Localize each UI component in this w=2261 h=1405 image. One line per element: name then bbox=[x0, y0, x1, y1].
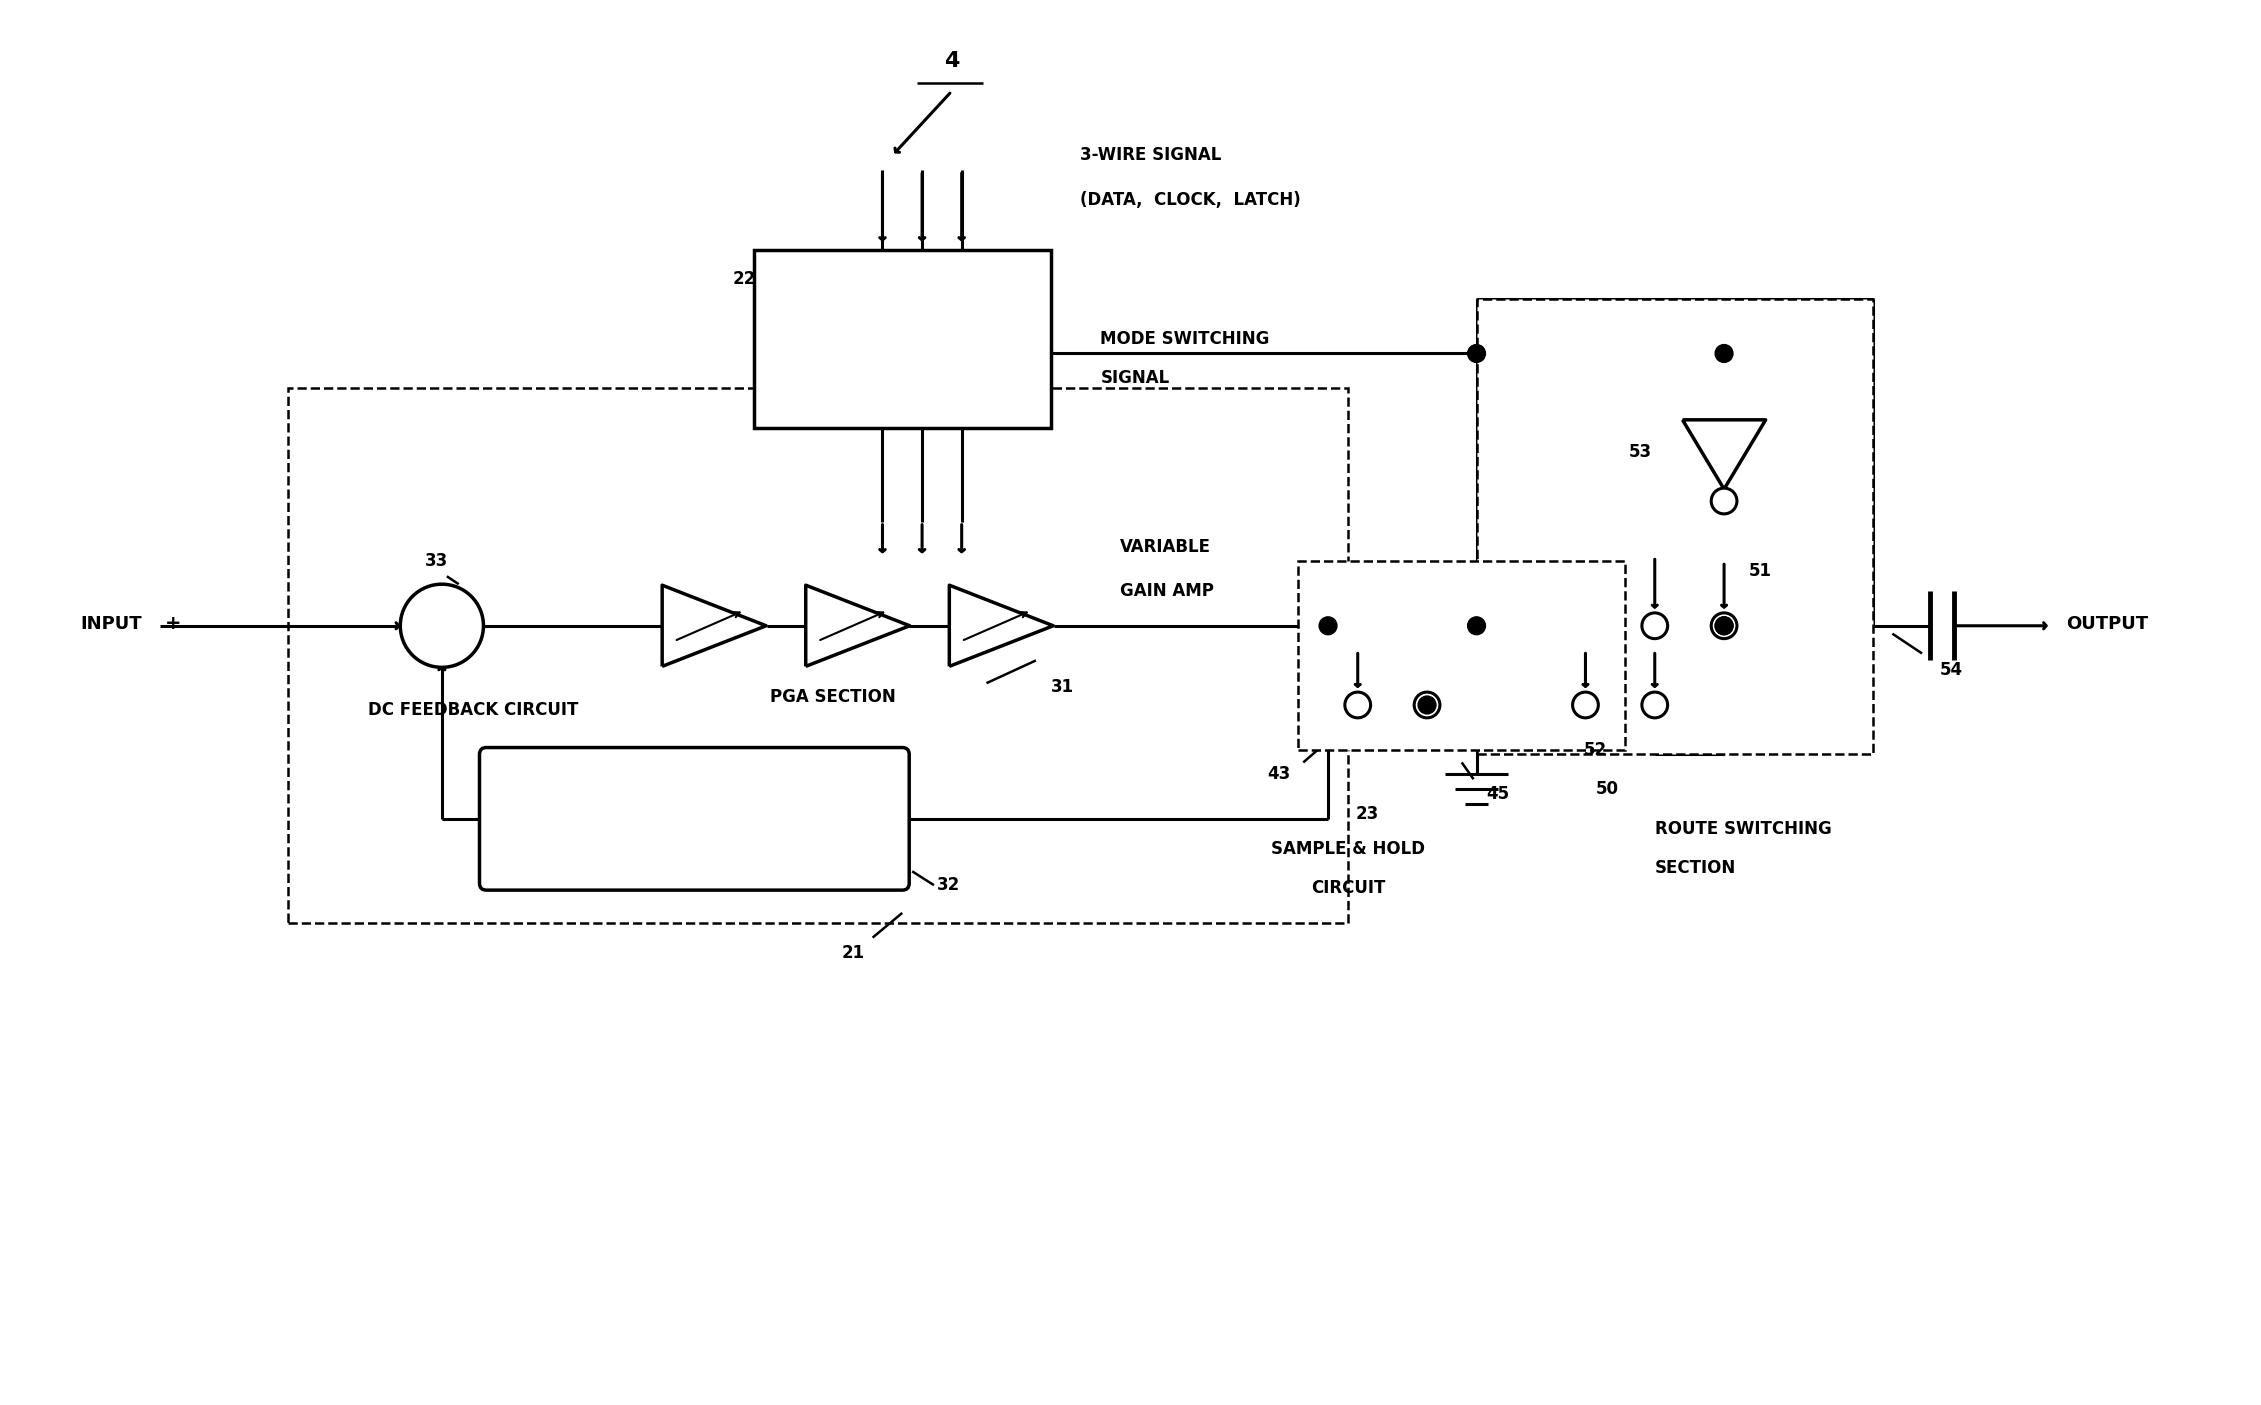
Text: 22: 22 bbox=[733, 270, 755, 288]
Text: CIRCUIT: CIRCUIT bbox=[1311, 880, 1386, 898]
Circle shape bbox=[1716, 617, 1732, 635]
Circle shape bbox=[1418, 695, 1436, 714]
Circle shape bbox=[1712, 488, 1736, 514]
Text: SIGNAL: SIGNAL bbox=[1101, 370, 1169, 388]
Text: FILTER: FILTER bbox=[662, 835, 728, 853]
Circle shape bbox=[1716, 617, 1732, 635]
Circle shape bbox=[1712, 613, 1736, 639]
Text: GAIN: GAIN bbox=[877, 289, 927, 308]
Text: CIRCUIT: CIRCUIT bbox=[861, 370, 943, 388]
Text: OUTPUT: OUTPUT bbox=[2067, 615, 2148, 632]
Text: MODE SWITCHING: MODE SWITCHING bbox=[1101, 330, 1271, 347]
Circle shape bbox=[1413, 693, 1440, 718]
Text: 51: 51 bbox=[1748, 562, 1773, 580]
Text: −: − bbox=[443, 635, 461, 656]
Text: +: + bbox=[423, 608, 439, 628]
Text: CONTROL: CONTROL bbox=[855, 330, 950, 347]
Circle shape bbox=[400, 584, 484, 667]
Bar bbox=[1298, 562, 1626, 749]
Bar bbox=[1476, 299, 1872, 754]
Text: DC FEEDBACK CIRCUIT: DC FEEDBACK CIRCUIT bbox=[369, 701, 579, 719]
Text: SAMPLE & HOLD: SAMPLE & HOLD bbox=[1271, 840, 1424, 857]
Circle shape bbox=[1716, 344, 1732, 362]
Text: VARIABLE: VARIABLE bbox=[1119, 538, 1212, 555]
Text: 45: 45 bbox=[1485, 785, 1510, 804]
Text: 32: 32 bbox=[936, 877, 961, 894]
Text: 52: 52 bbox=[1583, 740, 1608, 759]
Text: 4: 4 bbox=[945, 52, 959, 72]
Text: 33: 33 bbox=[425, 552, 448, 570]
Text: ROUTE SWITCHING: ROUTE SWITCHING bbox=[1655, 819, 1831, 837]
Text: GAIN AMP: GAIN AMP bbox=[1119, 582, 1214, 600]
Circle shape bbox=[1641, 613, 1669, 639]
Circle shape bbox=[1318, 617, 1336, 635]
Circle shape bbox=[1574, 693, 1599, 718]
Circle shape bbox=[1467, 617, 1485, 635]
Text: 53: 53 bbox=[1628, 444, 1651, 461]
Text: 21: 21 bbox=[841, 944, 864, 961]
Text: +: + bbox=[165, 614, 181, 634]
Circle shape bbox=[1467, 344, 1485, 362]
Text: 23: 23 bbox=[1357, 805, 1379, 823]
Circle shape bbox=[1345, 693, 1370, 718]
Text: 43: 43 bbox=[1266, 766, 1291, 783]
Bar bbox=[753, 250, 1051, 427]
Text: INPUT: INPUT bbox=[81, 615, 142, 632]
Circle shape bbox=[1641, 693, 1669, 718]
Text: 50: 50 bbox=[1596, 780, 1619, 798]
Text: 3-WIRE SIGNAL: 3-WIRE SIGNAL bbox=[1081, 146, 1221, 164]
Text: SECTION: SECTION bbox=[1655, 860, 1736, 877]
Bar bbox=[289, 388, 1348, 923]
Text: LOWPASS: LOWPASS bbox=[647, 790, 742, 808]
Text: 31: 31 bbox=[1051, 679, 1074, 695]
Text: (DATA,  CLOCK,  LATCH): (DATA, CLOCK, LATCH) bbox=[1081, 191, 1302, 209]
Text: PGA SECTION: PGA SECTION bbox=[771, 688, 895, 707]
Text: 54: 54 bbox=[1940, 662, 1963, 680]
FancyBboxPatch shape bbox=[479, 747, 909, 891]
